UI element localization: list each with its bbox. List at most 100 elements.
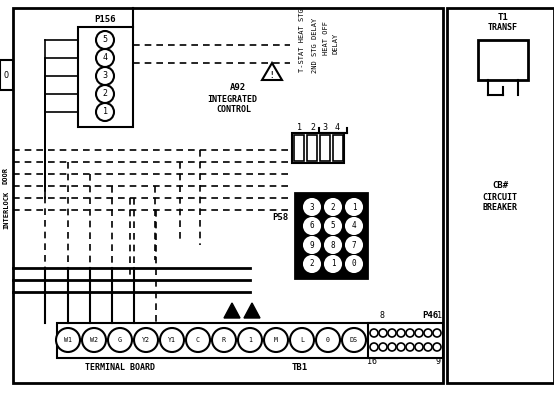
Circle shape [406,343,414,351]
Circle shape [415,329,423,337]
Text: O: O [3,70,8,79]
Text: T-STAT HEAT STG: T-STAT HEAT STG [299,8,305,72]
Text: T1: T1 [497,13,509,23]
Circle shape [415,343,423,351]
Text: 1: 1 [438,312,443,320]
Text: Y1: Y1 [168,337,176,343]
Circle shape [325,218,341,234]
Circle shape [397,329,405,337]
Text: CIRCUIT: CIRCUIT [483,192,517,201]
Text: BREAKER: BREAKER [483,203,517,213]
Text: 1: 1 [248,337,252,343]
Text: M: M [274,337,278,343]
Circle shape [433,329,441,337]
Circle shape [186,328,210,352]
Circle shape [342,328,366,352]
Circle shape [304,237,320,253]
Circle shape [388,329,396,337]
Text: R: R [222,337,226,343]
Text: DELAY: DELAY [332,32,338,54]
Text: INTERLOCK: INTERLOCK [3,191,9,229]
Bar [368,323,443,358]
Circle shape [56,328,80,352]
Text: 2ND STG DELAY: 2ND STG DELAY [312,17,318,73]
Text: P58: P58 [272,214,288,222]
Text: 2: 2 [102,90,107,98]
Text: DS: DS [350,337,358,343]
Text: HEAT OFF: HEAT OFF [323,21,329,55]
Text: 5: 5 [331,222,335,231]
Circle shape [325,237,341,253]
Circle shape [82,328,106,352]
Circle shape [238,328,262,352]
Bar [0,60,13,90]
Bar [447,8,554,383]
Text: G: G [118,337,122,343]
Text: DOOR: DOOR [3,167,9,184]
Text: 1: 1 [102,107,107,117]
Polygon shape [224,303,240,318]
Bar [13,8,443,383]
Text: CONTROL: CONTROL [217,105,252,115]
Text: 0: 0 [352,260,356,269]
Circle shape [160,328,184,352]
Text: 3: 3 [322,124,327,132]
Bar [333,135,343,161]
Circle shape [325,199,341,215]
Circle shape [346,199,362,215]
Circle shape [96,49,114,67]
Text: 4: 4 [352,222,356,231]
Circle shape [96,67,114,85]
Text: 1: 1 [331,260,335,269]
Circle shape [406,329,414,337]
Circle shape [212,328,236,352]
Text: INTEGRATED: INTEGRATED [207,96,257,105]
Text: 8: 8 [331,241,335,250]
Text: 2: 2 [310,124,315,132]
Bar [292,133,344,163]
Text: 16: 16 [367,357,377,367]
Polygon shape [244,303,260,318]
Circle shape [433,343,441,351]
Text: 1: 1 [352,203,356,211]
Bar [478,40,528,80]
Text: TRANSF: TRANSF [488,23,518,32]
Text: 1: 1 [297,124,302,132]
Text: 8: 8 [379,312,384,320]
Text: P46: P46 [422,312,438,320]
Bar [57,323,397,358]
Polygon shape [262,63,282,80]
Bar [307,135,317,161]
Circle shape [290,328,314,352]
Text: 4: 4 [335,124,340,132]
Bar [320,135,330,161]
Text: 4: 4 [102,53,107,62]
Circle shape [379,329,387,337]
Text: 9: 9 [435,357,440,367]
Text: !: ! [270,70,274,79]
Circle shape [379,343,387,351]
Text: Y2: Y2 [142,337,150,343]
Text: W2: W2 [90,337,98,343]
Text: L: L [300,337,304,343]
Text: 2: 2 [331,203,335,211]
Text: CB#: CB# [492,181,508,190]
Circle shape [304,218,320,234]
Bar [294,135,304,161]
Circle shape [304,256,320,272]
Circle shape [370,329,378,337]
Circle shape [304,199,320,215]
Text: 0: 0 [326,337,330,343]
Text: A92: A92 [230,83,246,92]
Text: 7: 7 [352,241,356,250]
Circle shape [96,85,114,103]
Text: 6: 6 [310,222,314,231]
Bar [295,193,367,278]
Text: TB1: TB1 [292,363,308,372]
Text: 5: 5 [102,36,107,45]
Circle shape [424,343,432,351]
Circle shape [424,329,432,337]
Circle shape [325,256,341,272]
Circle shape [370,343,378,351]
Circle shape [264,328,288,352]
